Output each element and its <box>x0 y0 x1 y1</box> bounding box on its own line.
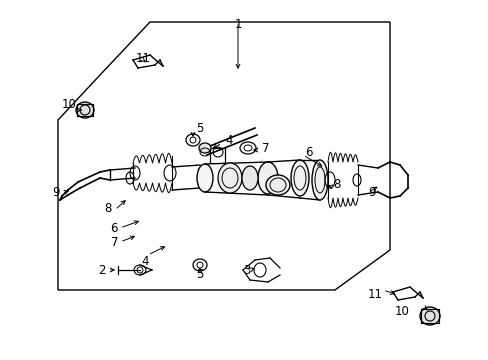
Text: 9: 9 <box>367 186 375 199</box>
Ellipse shape <box>311 160 327 200</box>
Ellipse shape <box>242 166 258 190</box>
Text: 8: 8 <box>104 202 112 215</box>
Text: 5: 5 <box>196 268 203 281</box>
Text: 3: 3 <box>243 264 250 276</box>
Text: 1: 1 <box>234 18 241 31</box>
Text: 10: 10 <box>62 99 77 112</box>
Text: 11: 11 <box>367 288 382 301</box>
Text: 4: 4 <box>141 255 148 268</box>
Text: 4: 4 <box>224 134 232 147</box>
Text: 6: 6 <box>305 147 312 159</box>
Ellipse shape <box>258 162 278 194</box>
Text: 10: 10 <box>394 305 408 318</box>
Ellipse shape <box>419 307 439 325</box>
Text: 2: 2 <box>98 264 105 276</box>
Text: 7: 7 <box>262 141 269 154</box>
Ellipse shape <box>265 175 289 195</box>
Ellipse shape <box>218 163 242 193</box>
Ellipse shape <box>76 102 94 118</box>
Ellipse shape <box>290 160 308 196</box>
Text: 7: 7 <box>110 235 118 248</box>
Text: 6: 6 <box>110 221 118 234</box>
Ellipse shape <box>197 164 213 192</box>
Ellipse shape <box>199 143 210 153</box>
Text: 9: 9 <box>52 186 60 199</box>
Text: 8: 8 <box>332 179 340 192</box>
Text: 5: 5 <box>196 122 203 135</box>
Text: 11: 11 <box>135 52 150 65</box>
